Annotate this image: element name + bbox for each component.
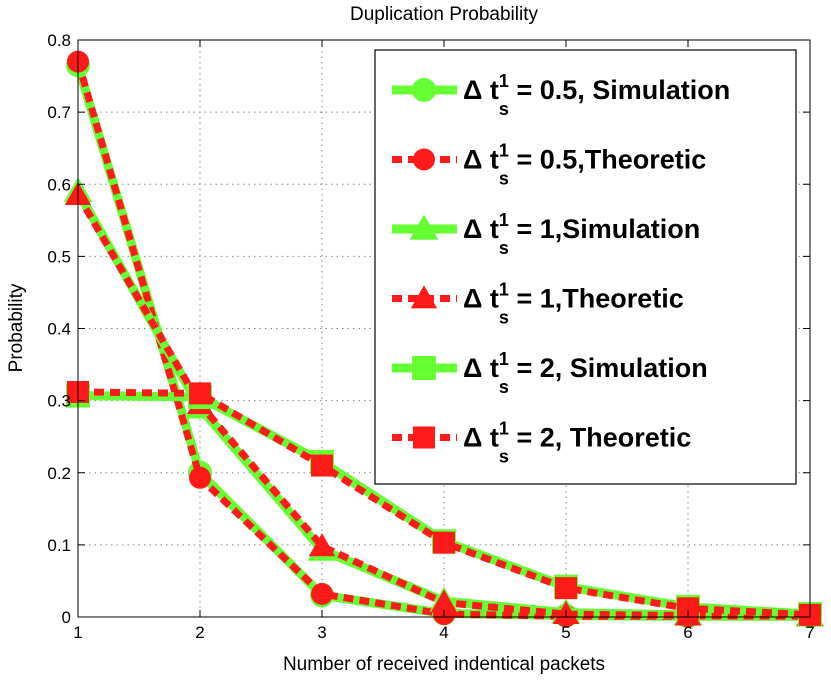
legend-entry: Δ t1 s = 0.5, Simulation	[392, 71, 730, 119]
y-tick-label: 0.2	[47, 464, 71, 483]
legend-label: Δ t1 s = 1,Theoretic	[463, 280, 684, 328]
legend-marker	[412, 356, 436, 380]
legend-entry: Δ t1 s = 2, Theoretic	[392, 419, 691, 467]
ticks: 1 2 3 4 5 6 7 0 0.1 0.2 0.3 0.4 0.5 0.6 0.7 0.8	[47, 31, 814, 642]
legend-entry: Δ t1 s = 2, Simulation	[392, 349, 708, 397]
y-tick-label: 0.6	[47, 175, 71, 194]
data-point	[189, 466, 211, 489]
legend-entry: Δ t1 s = 1,Simulation	[392, 210, 700, 258]
y-tick-label: 0.7	[47, 103, 71, 122]
data-point	[677, 597, 699, 620]
chart-title: Duplication Probability	[350, 4, 538, 25]
y-tick-label: 0.5	[47, 247, 71, 266]
data-point	[555, 577, 577, 600]
data-point	[433, 531, 455, 554]
legend: Δ t1 s = 0.5, Simulation Δ t1 s = 0.5,Theor…	[374, 49, 797, 485]
legend-label: Δ t1 s = 1,Simulation	[463, 210, 700, 258]
legend-label: Δ t1 s = 0.5,Theoretic	[463, 141, 706, 189]
x-axis-label: Number of received indentical packets	[283, 654, 605, 675]
legend-label: Δ t1 s = 0.5, Simulation	[463, 71, 730, 119]
x-tick-label: 5	[561, 623, 570, 642]
x-tick-label: 2	[195, 623, 204, 642]
data-point	[430, 589, 458, 613]
legend-box	[374, 49, 797, 485]
data-point	[311, 454, 333, 477]
legend-label: Δ t1 s = 2, Theoretic	[463, 419, 691, 467]
data-point	[189, 382, 211, 405]
data-point	[311, 582, 333, 605]
y-tick-label: 0.1	[47, 536, 71, 555]
legend-label: Δ t1 s = 2, Simulation	[463, 349, 708, 397]
x-tick-label: 1	[73, 623, 82, 642]
y-axis-label: Probability	[6, 283, 27, 372]
data-point	[308, 533, 336, 557]
legend-marker	[413, 148, 435, 171]
y-tick-label: 0.4	[47, 320, 71, 339]
x-tick-label: 3	[317, 623, 326, 642]
legend-entry: Δ t1 s = 0.5,Theoretic	[392, 141, 706, 189]
series-6	[67, 380, 821, 626]
y-tick-label: 0	[62, 608, 71, 627]
legend-marker	[409, 214, 439, 240]
x-tick-label: 6	[683, 623, 692, 642]
x-tick-label: 7	[805, 623, 814, 642]
y-tick-label: 0.3	[47, 392, 71, 411]
y-tick-label: 0.8	[47, 31, 71, 50]
legend-marker	[412, 78, 436, 102]
legend-marker	[410, 285, 438, 309]
legend-entry: Δ t1 s = 1,Theoretic	[392, 280, 684, 328]
legend-marker	[413, 426, 435, 449]
x-tick-label: 4	[439, 623, 448, 642]
